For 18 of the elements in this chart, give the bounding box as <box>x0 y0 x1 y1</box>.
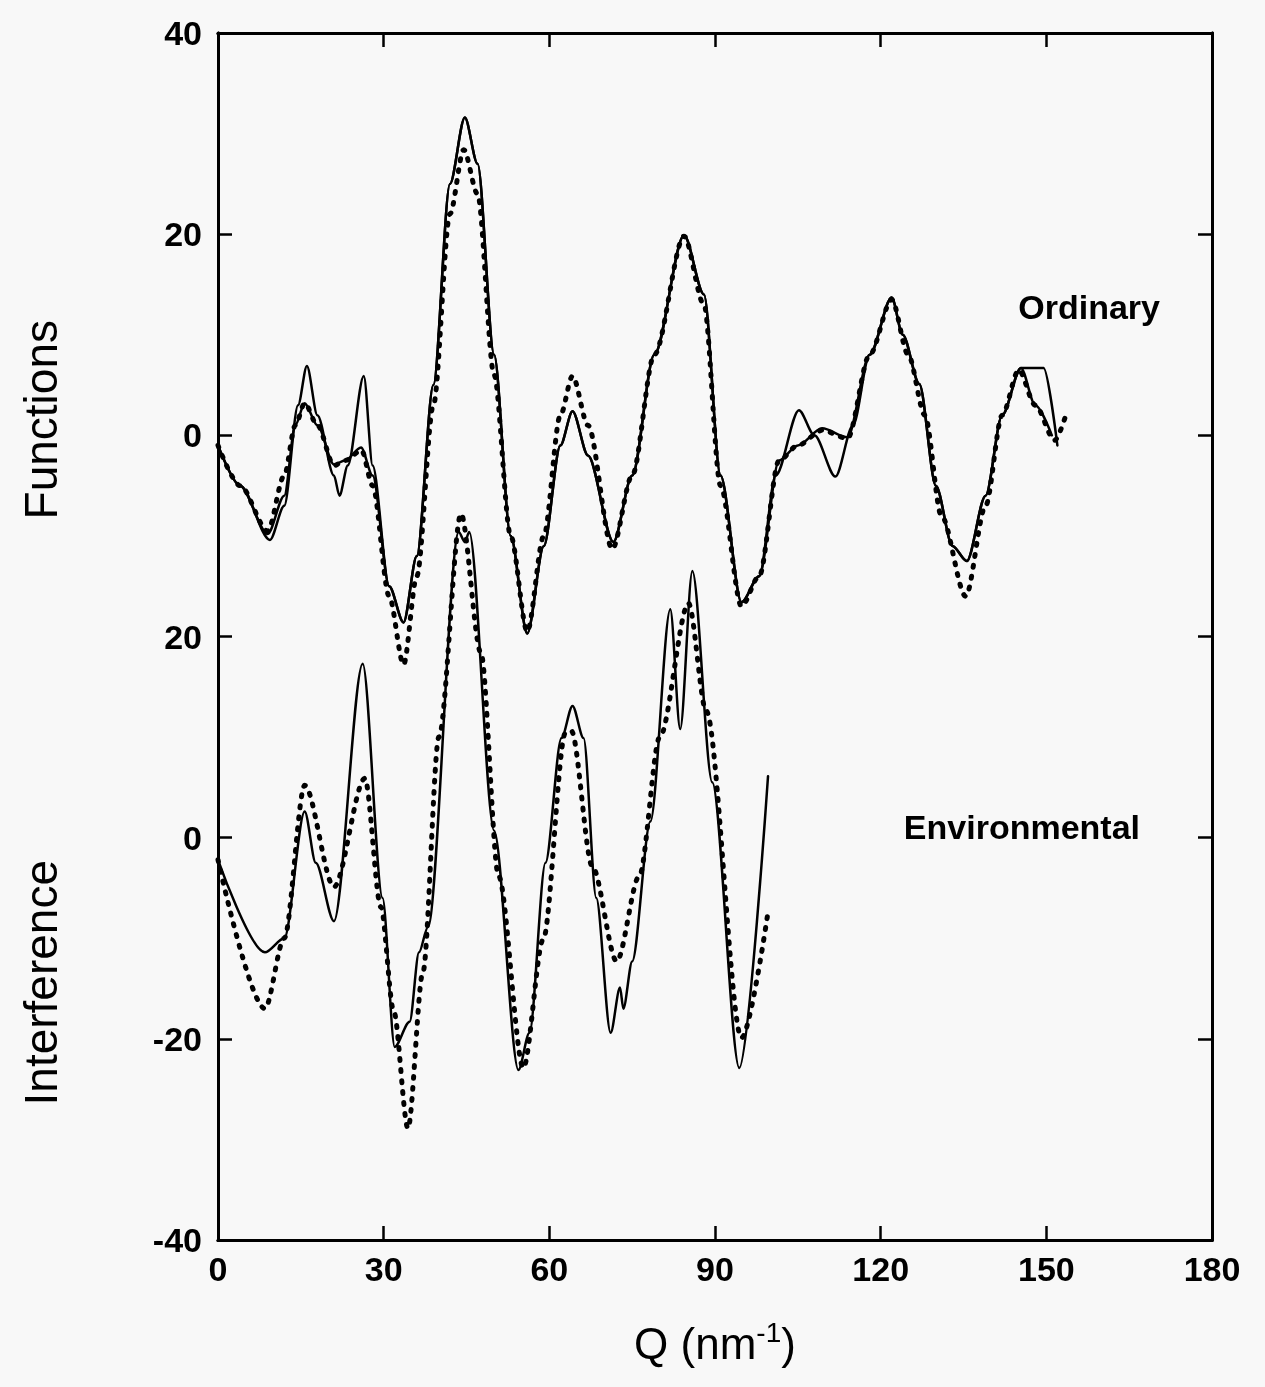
annotation: Environmental <box>903 808 1141 846</box>
x-tick-label: 60 <box>530 1250 569 1288</box>
x-tick-label: 30 <box>364 1250 403 1288</box>
y-tick-label: -20 <box>152 1019 202 1058</box>
x-tick-label: 0 <box>208 1250 228 1288</box>
y-tick-label: 20 <box>164 215 202 254</box>
y-axis-title: Functions <box>15 319 67 520</box>
y-tick-label: 0 <box>183 416 202 455</box>
y-tick-label: 0 <box>183 818 202 857</box>
y-tick-label: -40 <box>152 1221 202 1259</box>
y-tick-label: 40 <box>164 14 202 52</box>
x-tick-label: 120 <box>852 1250 910 1288</box>
y-tick-label: 20 <box>164 617 202 656</box>
y-axis-title: Interference <box>15 859 67 1106</box>
x-tick-label: 150 <box>1017 1250 1075 1288</box>
x-tick-label: 180 <box>1183 1250 1241 1288</box>
annotation: Ordinary <box>1018 288 1161 326</box>
x-tick-label: 90 <box>696 1250 734 1288</box>
